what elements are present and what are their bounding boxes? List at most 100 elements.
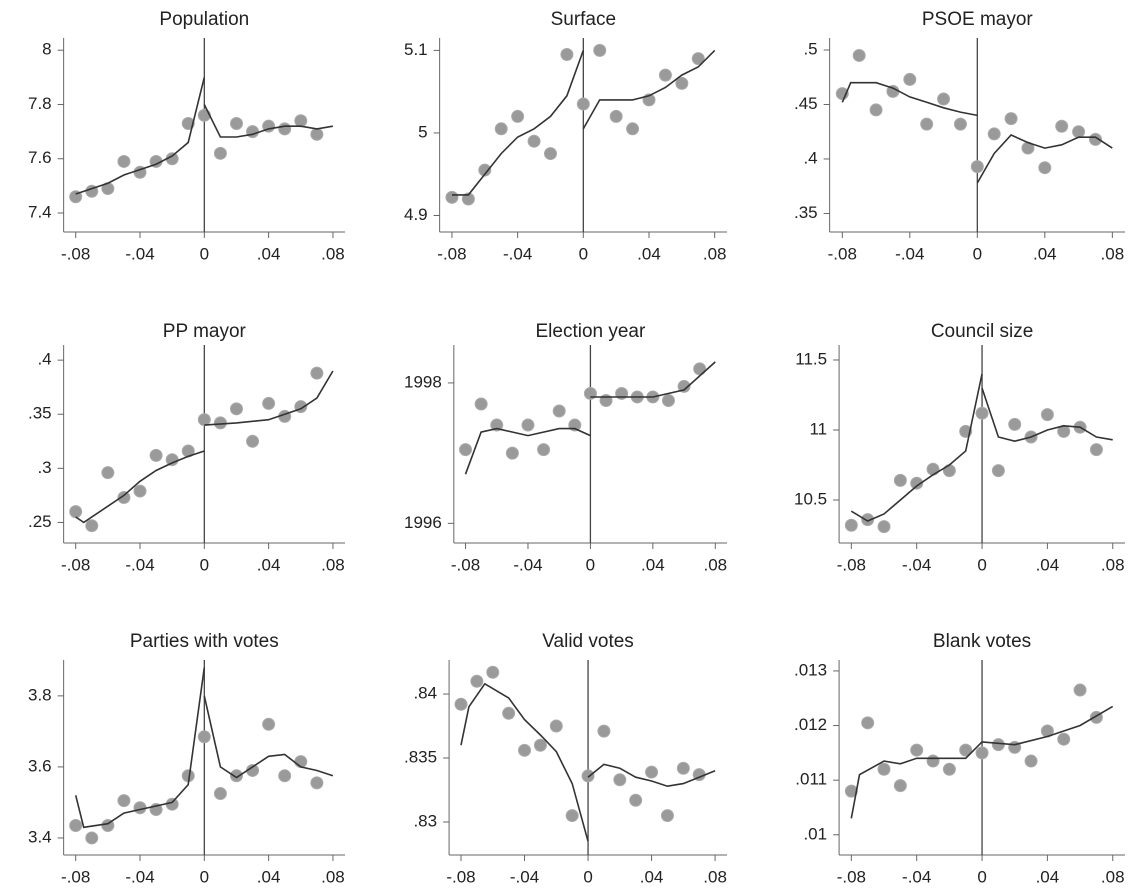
bin-point <box>1004 112 1018 126</box>
y-tick-label: .84 <box>413 684 437 703</box>
fit-line <box>464 361 716 475</box>
x-tick-label: .04 <box>1036 867 1060 886</box>
y-tick-label: .4 <box>37 350 51 369</box>
bin-point <box>576 97 590 111</box>
bin-point <box>69 819 83 833</box>
x-tick-label: -.08 <box>61 555 90 574</box>
x-tick-label: .04 <box>641 555 665 574</box>
bin-point <box>310 366 324 380</box>
bin-point <box>691 52 705 66</box>
bin-point <box>675 76 689 90</box>
bin-point <box>229 769 243 783</box>
y-tick-label: .35 <box>794 203 818 222</box>
bin-point <box>505 446 519 460</box>
x-tick-label: 0 <box>200 867 209 886</box>
chart-title: Valid votes <box>542 631 634 652</box>
x-tick-label: 0 <box>977 867 986 886</box>
bin-point <box>294 114 308 128</box>
bin-point <box>942 762 956 776</box>
y-tick-label: 7.6 <box>28 148 52 167</box>
x-tick-label: .04 <box>637 244 661 263</box>
bin-point <box>85 519 99 533</box>
bin-point <box>549 719 563 733</box>
x-tick-label: .08 <box>1101 555 1125 574</box>
x-tick-label: -.08 <box>837 555 866 574</box>
x-tick-label: -.04 <box>902 867 931 886</box>
x-tick-label: 0 <box>973 244 982 263</box>
fit-line <box>75 370 334 524</box>
x-tick-label: -.08 <box>446 867 475 886</box>
bin-point <box>117 794 131 808</box>
bin-point <box>869 103 883 117</box>
bin-point <box>459 443 473 457</box>
bin-point <box>527 134 541 148</box>
bin-point <box>597 724 611 738</box>
bin-point <box>893 779 907 793</box>
y-tick-label: .3 <box>37 458 51 477</box>
bin-point <box>474 397 488 411</box>
bin-point <box>133 484 147 498</box>
bin-point <box>246 434 260 448</box>
bin-point <box>629 793 643 807</box>
bin-point <box>1008 417 1022 431</box>
chart-title: Council size <box>931 321 1033 342</box>
bin-point <box>920 117 934 131</box>
y-tick-label: 5 <box>418 122 427 141</box>
bin-point <box>117 154 131 168</box>
chart-title: PSOE mayor <box>922 9 1034 30</box>
bin-point <box>877 520 891 534</box>
y-tick-label: 7.8 <box>28 94 52 113</box>
bin-point <box>262 396 276 410</box>
bin-point <box>861 716 875 730</box>
fit-line <box>460 682 716 842</box>
x-tick-label: .08 <box>1101 867 1125 886</box>
bin-point <box>310 776 324 790</box>
y-tick-label: .01 <box>803 824 827 843</box>
bin-point <box>133 801 147 815</box>
bin-point <box>560 48 574 62</box>
bin-point <box>552 404 566 418</box>
y-tick-label: .35 <box>28 404 52 423</box>
x-tick-label: 0 <box>586 555 595 574</box>
y-tick-label: .012 <box>794 715 827 734</box>
x-tick-label: 0 <box>583 867 592 886</box>
y-tick-label: 11 <box>809 419 827 438</box>
x-tick-label: -.04 <box>513 555 542 574</box>
bin-point <box>486 665 500 679</box>
x-tick-label: .08 <box>703 244 727 263</box>
bin-point <box>987 127 1001 141</box>
bin-point <box>613 773 627 787</box>
bin-point <box>661 393 675 407</box>
bin-point <box>537 443 551 457</box>
chart-title: Parties with votes <box>130 631 279 652</box>
chart-title: Surface <box>551 9 616 30</box>
x-tick-label: 0 <box>200 555 209 574</box>
y-tick-label: 4.9 <box>404 205 428 224</box>
x-tick-label: -.04 <box>125 555 154 574</box>
x-tick-label: 0 <box>977 555 986 574</box>
x-tick-label: 0 <box>579 244 588 263</box>
bin-point <box>1089 443 1103 457</box>
fit-line <box>74 667 334 829</box>
bin-point <box>213 146 227 160</box>
chart-title: Blank votes <box>933 631 1031 652</box>
bin-point <box>676 761 690 775</box>
x-tick-label: .04 <box>1033 244 1057 263</box>
bin-point <box>1057 732 1071 746</box>
x-tick-label: .04 <box>257 244 281 263</box>
x-tick-label: -.08 <box>837 867 866 886</box>
chart-title: Population <box>159 9 249 30</box>
x-tick-label: -.08 <box>61 244 90 263</box>
x-tick-label: .04 <box>257 555 281 574</box>
bin-point <box>101 466 115 480</box>
bin-point <box>181 116 195 130</box>
bin-point <box>262 717 276 731</box>
fit-line <box>75 77 334 195</box>
bin-point <box>844 518 858 532</box>
x-tick-label: -.04 <box>902 555 931 574</box>
y-tick-label: .5 <box>803 39 817 58</box>
bin-point <box>926 754 940 768</box>
y-tick-label: .011 <box>795 770 827 789</box>
bin-point <box>454 697 468 711</box>
bin-point <box>660 809 674 823</box>
